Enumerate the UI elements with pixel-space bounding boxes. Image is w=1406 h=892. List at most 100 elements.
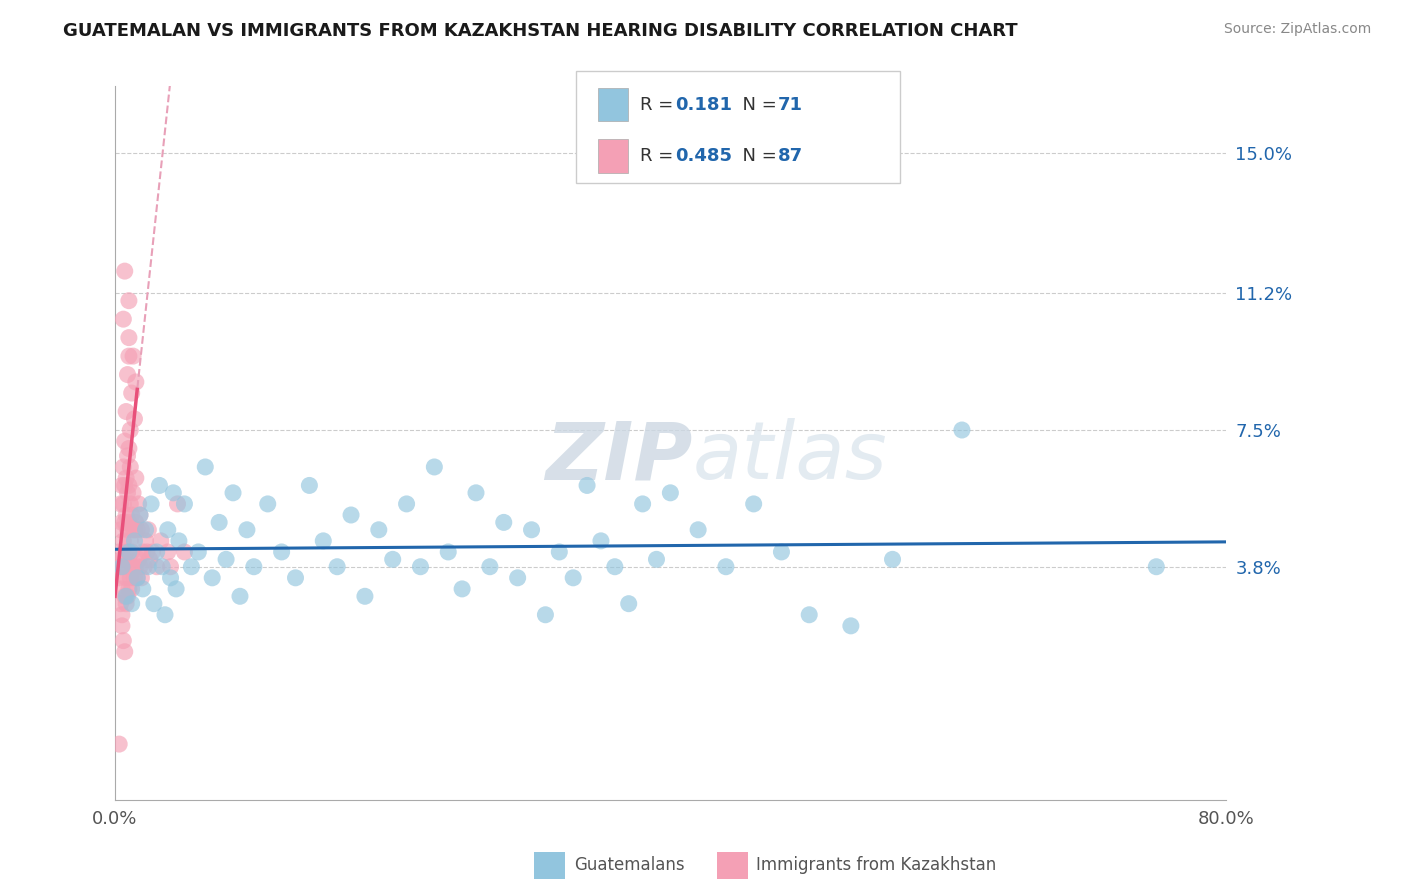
Point [340,508,363,522]
Point [118,582,141,596]
Point [437,545,460,559]
Text: N =: N = [731,95,783,113]
Point [117,485,139,500]
Point [120,423,142,437]
Point [121,597,143,611]
Point [236,523,259,537]
Point [114,589,136,603]
Point [117,368,139,382]
Point [142,597,165,611]
Point [111,619,134,633]
Point [451,582,474,596]
Point [742,497,765,511]
Point [134,559,156,574]
Point [129,508,152,522]
Point [124,412,146,426]
Point [173,497,195,511]
Point [112,559,135,574]
Point [506,571,529,585]
Point [129,508,152,522]
Point [127,523,149,537]
Point [138,523,160,537]
Point [882,552,904,566]
Point [145,545,167,559]
Point [110,523,132,537]
Point [112,497,135,511]
Point [122,559,145,574]
Point [284,571,307,585]
Point [115,597,138,611]
Point [108,737,131,751]
Point [136,545,159,559]
Point [139,497,162,511]
Point [112,312,135,326]
Point [128,497,150,511]
Point [125,559,148,574]
Point [129,559,152,574]
Point [534,607,557,622]
Point [121,508,143,522]
Point [117,559,139,574]
Point [127,571,149,585]
Text: Immigrants from Kazakhstan: Immigrants from Kazakhstan [756,856,997,874]
Point [395,497,418,511]
Point [121,545,143,559]
Point [131,571,153,585]
Point [108,545,131,559]
Text: GUATEMALAN VS IMMIGRANTS FROM KAZAKHSTAN HEARING DISABILITY CORRELATION CHART: GUATEMALAN VS IMMIGRANTS FROM KAZAKHSTAN… [63,22,1018,40]
Point [118,478,141,492]
Point [127,571,149,585]
Point [128,552,150,566]
Point [111,516,134,530]
Point [125,375,148,389]
Point [194,459,217,474]
Point [409,559,432,574]
Point [110,497,132,511]
Point [149,533,172,548]
Text: 87: 87 [778,147,803,165]
Point [1144,559,1167,574]
Point [688,523,710,537]
Point [117,589,139,603]
Text: N =: N = [731,147,783,165]
Point [950,423,973,437]
Point [645,552,668,566]
Point [111,582,134,596]
Point [108,571,131,585]
Point [117,449,139,463]
Point [112,459,135,474]
Point [118,293,141,308]
Point [367,523,389,537]
Point [115,589,138,603]
Point [114,478,136,492]
Point [124,533,146,548]
Point [115,471,138,485]
Point [110,559,132,574]
Text: R =: R = [640,95,679,113]
Point [270,545,292,559]
Point [114,264,136,278]
Point [114,645,136,659]
Point [576,478,599,492]
Point [208,516,231,530]
Point [298,478,321,492]
Point [631,497,654,511]
Point [114,516,136,530]
Point [159,571,181,585]
Point [150,559,173,574]
Point [141,545,163,559]
Point [589,533,612,548]
Point [111,478,134,492]
Text: Guatemalans: Guatemalans [574,856,685,874]
Point [132,582,155,596]
Point [118,516,141,530]
Point [770,545,793,559]
Point [118,442,141,456]
Point [118,545,141,559]
Point [562,571,585,585]
Point [799,607,821,622]
Point [118,349,141,363]
Point [110,597,132,611]
Point [312,533,335,548]
Point [187,545,209,559]
